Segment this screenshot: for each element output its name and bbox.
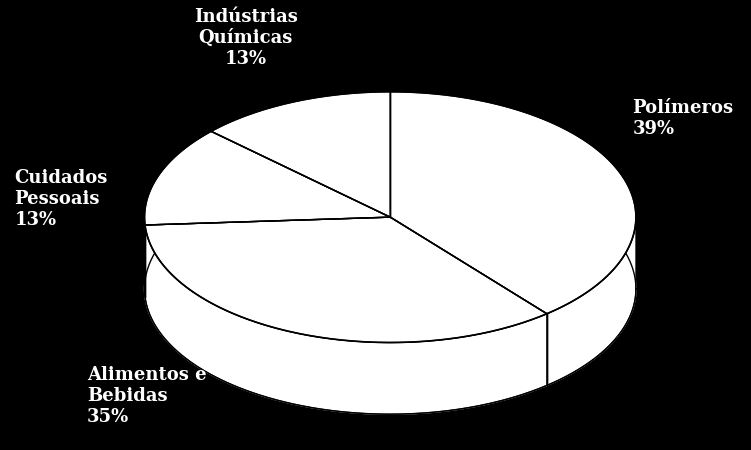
Polygon shape bbox=[144, 163, 636, 414]
Text: Alimentos e
Bebidas
35%: Alimentos e Bebidas 35% bbox=[86, 366, 207, 426]
Polygon shape bbox=[547, 217, 636, 385]
Text: Cuidados
Pessoais
13%: Cuidados Pessoais 13% bbox=[14, 169, 108, 229]
Text: Indústrias
Químicas
13%: Indústrias Químicas 13% bbox=[194, 8, 297, 68]
Polygon shape bbox=[211, 92, 391, 217]
Polygon shape bbox=[144, 131, 391, 225]
Text: Polímeros
39%: Polímeros 39% bbox=[632, 99, 734, 138]
Polygon shape bbox=[145, 217, 547, 342]
Polygon shape bbox=[145, 225, 547, 414]
Polygon shape bbox=[391, 92, 636, 314]
